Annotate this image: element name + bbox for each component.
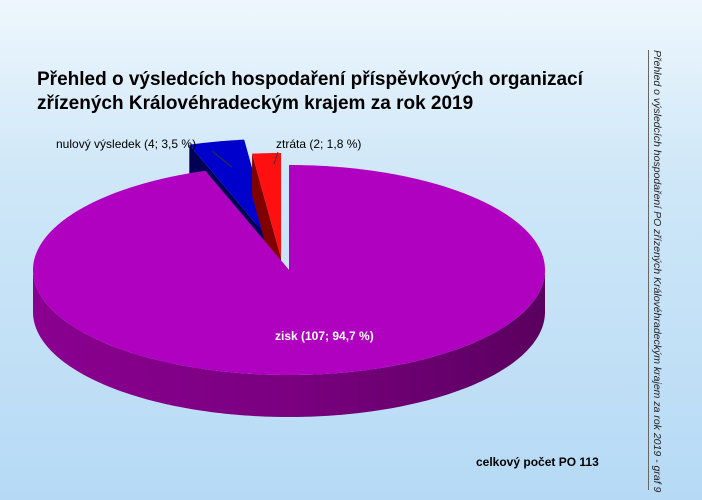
- pie-slice-zisk: [33, 165, 545, 375]
- leader-line-ztrata: [273, 151, 279, 165]
- total-label: celkový počet PO 113: [476, 455, 599, 469]
- slice-side-0: [33, 270, 545, 417]
- label-ztrata: ztráta (2; 1,8 %): [276, 137, 361, 151]
- side-caption: Přehled o výsledcích hospodaření PO zříz…: [648, 50, 671, 493]
- chart-title: Přehled o výsledcích hospodaření příspěv…: [37, 69, 583, 114]
- side-caption-text: Přehled o výsledcích hospodaření PO zříz…: [651, 50, 663, 493]
- pie-slice-ztr-ta: [252, 153, 281, 258]
- leader-line-nulovy: [211, 150, 233, 168]
- label-nulovy: nulový výsledek (4; 3,5 %): [56, 137, 196, 151]
- label-zisk: zisk (107; 94,7 %): [275, 329, 374, 343]
- pie-slice-nulov-v-sledek: [189, 139, 273, 244]
